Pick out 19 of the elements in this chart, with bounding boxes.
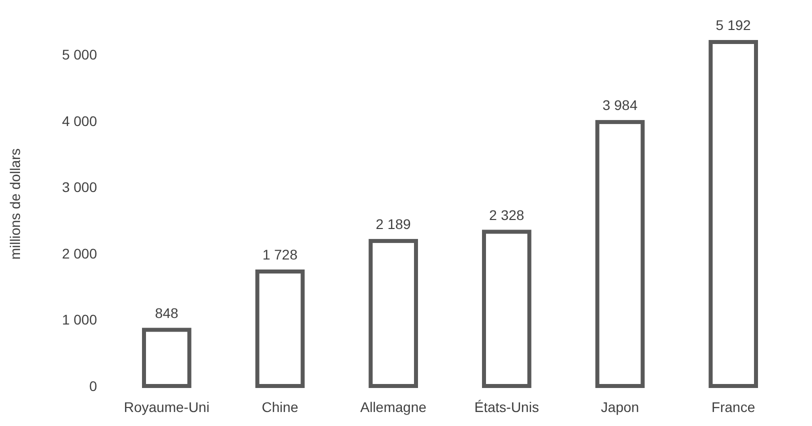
x-tick-label: Japon [600,399,640,415]
y-tick-label: 1 000 [62,312,98,328]
y-tick-label: 0 [89,378,98,394]
y-tick-label: 3 000 [62,179,98,196]
data-label: 3 984 [602,97,638,114]
y-tick-label: 4 000 [62,112,98,129]
y-tick-label: 2 000 [62,245,98,262]
x-tick-label: Chine [262,399,298,415]
x-tick-label: Allemagne [360,399,427,415]
data-label: 848 [154,304,179,321]
data-label: 5 192 [716,17,752,33]
y-tick-label: 5 000 [62,46,98,63]
data-label: 2 328 [489,206,524,223]
y-axis-title: millions de dollars [7,148,23,260]
x-tick-label: États-Unis [474,399,539,415]
x-tick-label: France [712,399,756,415]
x-tick-label: Royaume-Uni [124,399,210,415]
data-label: 2 189 [376,216,412,232]
data-label: 1 728 [262,246,298,263]
